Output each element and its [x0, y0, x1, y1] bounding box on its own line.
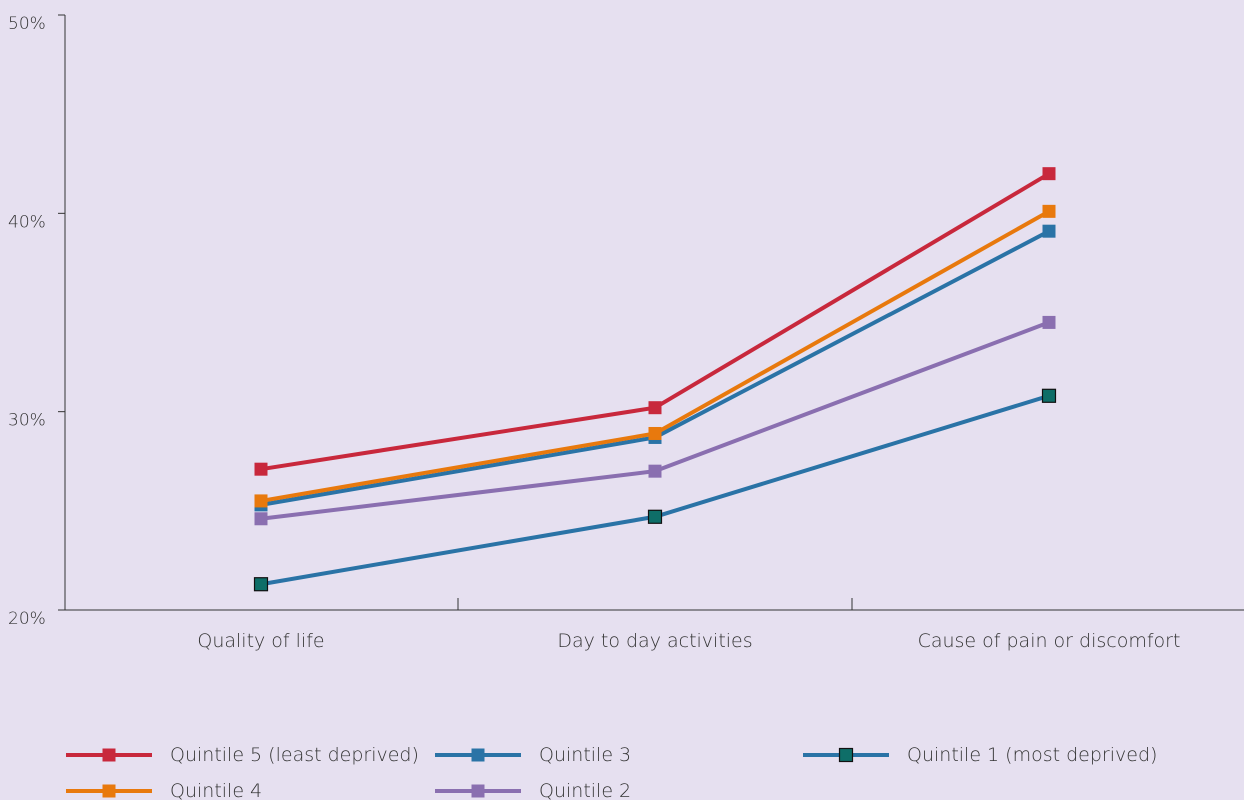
legend-item: Quintile 4	[66, 780, 262, 800]
legend-item: Quintile 3	[435, 744, 631, 766]
data-point	[648, 426, 662, 440]
y-tick-label: 30%	[8, 411, 46, 431]
data-point	[254, 512, 268, 526]
series-line	[260, 209, 1050, 503]
data-point	[1041, 388, 1057, 403]
x-tick-label: Quality of life	[197, 630, 324, 652]
y-tick-labels: 20% 30% 40% 50%	[8, 14, 46, 629]
series-5	[254, 167, 1056, 476]
data-point	[647, 509, 663, 524]
data-point	[1042, 204, 1056, 218]
series-1	[253, 388, 1057, 592]
data-point	[1042, 315, 1056, 329]
legend-swatch-marker	[471, 748, 485, 762]
data-point	[648, 464, 662, 478]
legend-swatch-marker	[102, 784, 116, 798]
data-point	[1042, 224, 1056, 238]
legend-item: Quintile 1 (most deprived)	[803, 744, 1157, 766]
legend-label: Quintile 3	[539, 744, 631, 766]
data-point	[254, 462, 268, 476]
series-line	[260, 171, 1051, 472]
axes	[58, 14, 1244, 611]
data-point	[254, 494, 268, 508]
series-4	[254, 204, 1056, 508]
series-2	[254, 315, 1056, 526]
y-tick-label: 20%	[8, 609, 46, 629]
series-layer	[253, 167, 1057, 592]
x-tick-label: Cause of pain or discomfort	[918, 630, 1181, 652]
x-tick-label: Day to day activities	[557, 630, 752, 652]
legend-label: Quintile 2	[539, 780, 631, 800]
y-tick-label: 50%	[8, 14, 46, 34]
series-line	[260, 393, 1050, 587]
data-point	[253, 577, 269, 592]
legend-label: Quintile 4	[170, 780, 262, 800]
legend-swatch-marker	[102, 748, 116, 762]
legend-swatch-marker	[471, 784, 485, 798]
legend-item: Quintile 2	[435, 780, 631, 800]
legend-label: Quintile 5 (least deprived)	[170, 744, 419, 766]
legend: Quintile 5 (least deprived) Quintile 3 Qui…	[66, 744, 1157, 800]
legend-item: Quintile 5 (least deprived)	[66, 744, 419, 766]
y-tick-label: 40%	[8, 212, 46, 232]
series-line	[260, 320, 1050, 521]
data-point	[648, 401, 662, 415]
x-tick-labels: Quality of life Day to day activities Caus…	[197, 630, 1180, 652]
legend-swatch-marker	[838, 747, 854, 763]
legend-label: Quintile 1 (most deprived)	[907, 744, 1157, 766]
data-point	[1042, 167, 1056, 181]
